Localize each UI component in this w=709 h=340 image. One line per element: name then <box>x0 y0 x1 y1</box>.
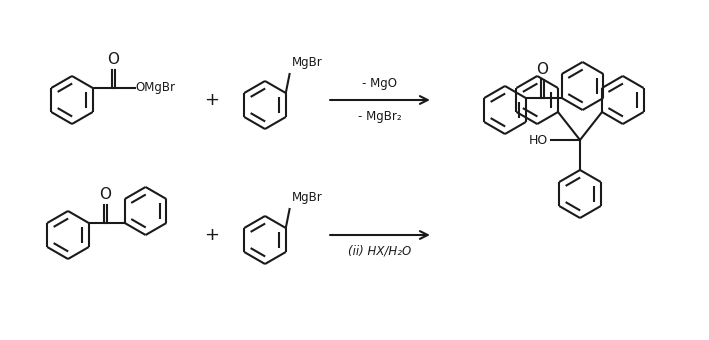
Text: +: + <box>204 226 220 244</box>
Text: - MgO: - MgO <box>362 77 398 90</box>
Text: +: + <box>204 91 220 109</box>
Text: - MgBr₂: - MgBr₂ <box>358 110 402 123</box>
Text: OMgBr: OMgBr <box>136 82 176 95</box>
Text: O: O <box>107 52 119 67</box>
Text: (ii) HX/H₂O: (ii) HX/H₂O <box>348 245 412 258</box>
Text: O: O <box>99 187 111 202</box>
Text: HO: HO <box>529 134 548 147</box>
Text: MgBr: MgBr <box>292 56 323 69</box>
Text: MgBr: MgBr <box>292 191 323 204</box>
Text: O: O <box>536 62 548 77</box>
